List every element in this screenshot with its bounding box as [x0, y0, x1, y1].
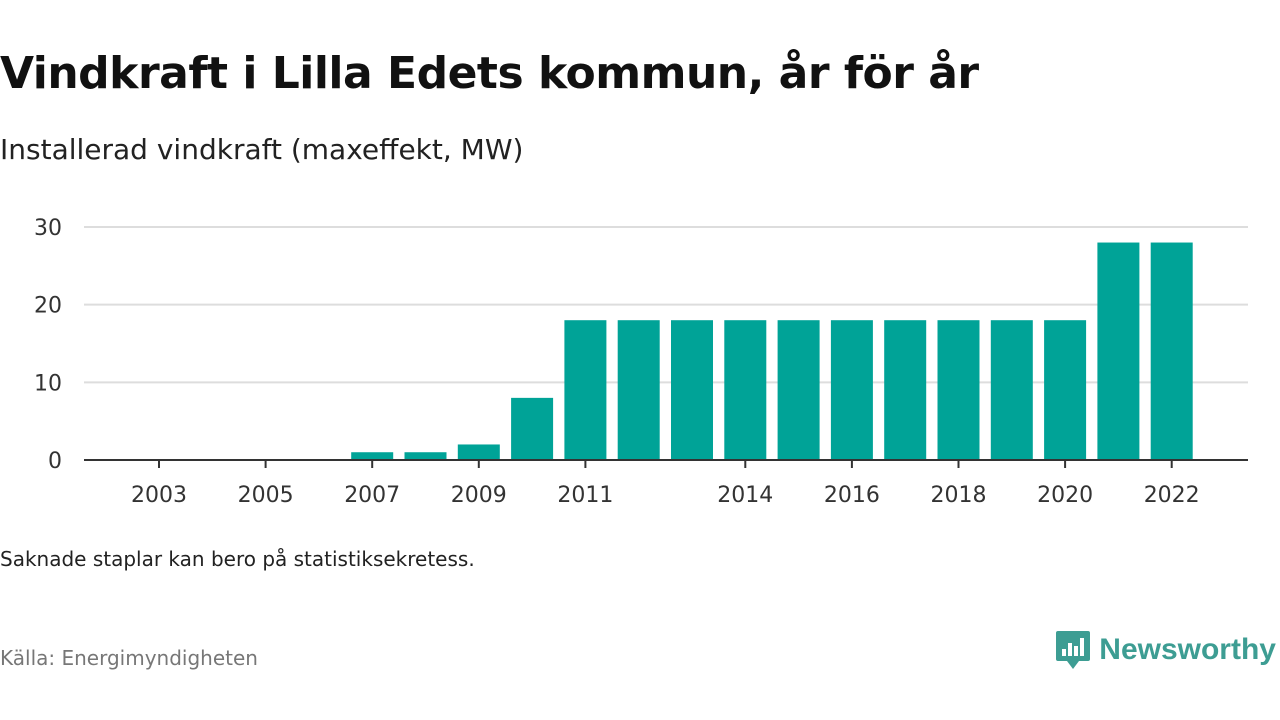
bar-2008: [404, 452, 447, 460]
y-tick-label: 10: [34, 371, 62, 396]
x-tick-label: 2016: [824, 483, 880, 508]
bar-2010: [511, 397, 554, 460]
bar-2021: [1097, 242, 1140, 460]
x-axis: 2003 2005 2007 2009 2011 2014 2016 2018 2020 2022: [84, 459, 1248, 508]
x-tick-label: 2011: [557, 483, 613, 508]
bar-2011: [564, 320, 607, 460]
bar-2015: [777, 320, 820, 460]
bar-chart: 2003 2005 2007 2009 2011 2014 2016 2018 2020 2022…: [34, 216, 1248, 508]
newsworthy-logo-icon: [1056, 631, 1091, 669]
bar-2007: [351, 452, 394, 460]
y-tick-label: 20: [34, 294, 62, 319]
chart-title: Vindkraft i Lilla Edets kommun, år för å…: [0, 48, 979, 99]
bar-2020: [1044, 320, 1087, 460]
bars: [351, 242, 1193, 460]
x-tick-label: 2007: [344, 483, 400, 508]
y-tick-label: 30: [34, 216, 62, 241]
chart-subtitle: Installerad vindkraft (maxeffekt, MW): [0, 133, 524, 166]
x-tick-label: 2022: [1144, 483, 1200, 508]
x-tick-label: 2018: [931, 483, 987, 508]
x-tick-label: 2003: [131, 483, 187, 508]
footnote: Saknade staplar kan bero på statistiksek…: [0, 547, 475, 571]
bar-2016: [830, 320, 873, 460]
x-tick-label: 2014: [717, 483, 773, 508]
bar-2014: [724, 320, 767, 460]
bar-2017: [884, 320, 927, 460]
bar-2013: [671, 320, 713, 460]
x-tick-label: 2009: [451, 483, 507, 508]
brand-name: Newsworthy: [1099, 633, 1276, 666]
bar-2019: [990, 320, 1033, 460]
y-tick-label: 0: [48, 449, 62, 474]
x-tick-label: 2005: [238, 483, 294, 508]
y-axis-labels: 0 10 20 30: [34, 216, 62, 474]
bar-2022: [1150, 242, 1193, 460]
bar-2012: [617, 320, 660, 460]
x-tick-label: 2020: [1037, 483, 1093, 508]
newsworthy-logo[interactable]: Newsworthy: [1055, 628, 1276, 672]
bar-2018: [937, 320, 980, 460]
bar-2009: [457, 444, 500, 460]
source-credit: Källa: Energimyndigheten: [0, 646, 258, 670]
